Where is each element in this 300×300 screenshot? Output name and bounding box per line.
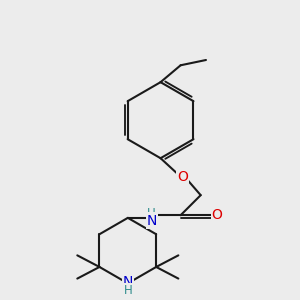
Text: H: H <box>147 207 156 220</box>
Text: N: N <box>147 214 157 227</box>
Text: O: O <box>177 170 188 184</box>
Text: H: H <box>123 284 132 297</box>
Text: N: N <box>123 275 133 289</box>
Text: O: O <box>212 208 223 222</box>
